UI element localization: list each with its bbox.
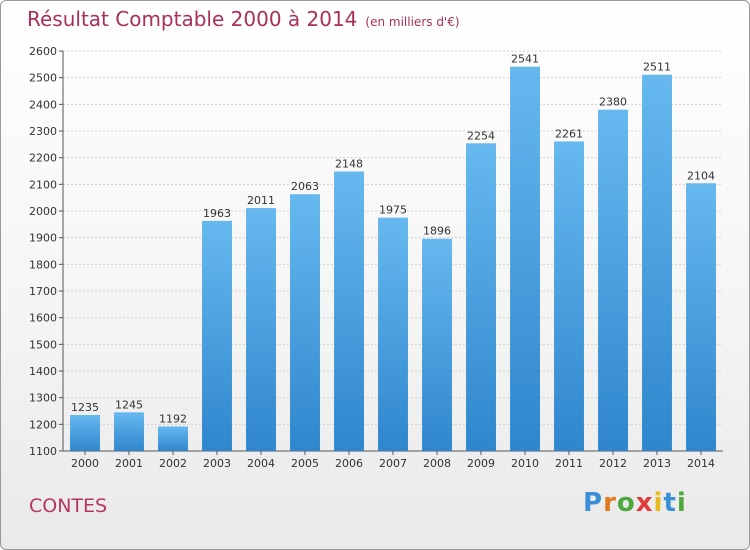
chart-subtitle: (en milliers d'€)	[365, 15, 460, 29]
bar	[334, 171, 364, 452]
value-label: 2063	[291, 180, 319, 193]
value-label: 1192	[159, 412, 187, 425]
value-label: 2261	[555, 127, 583, 140]
bar	[158, 426, 188, 451]
logo-letter: x	[635, 488, 654, 518]
y-tick-label: 2600	[29, 45, 57, 58]
logo-letter: P	[583, 488, 604, 518]
bars	[70, 66, 716, 452]
bar	[246, 208, 276, 451]
value-label: 2011	[247, 194, 275, 207]
x-tick-label: 2006	[335, 457, 363, 470]
logo-letter: t	[663, 488, 677, 518]
y-tick-label: 1100	[29, 445, 57, 458]
y-tick-label: 2100	[29, 178, 57, 191]
x-tick-label: 2012	[599, 457, 627, 470]
bar	[554, 141, 584, 451]
x-tick-label: 2002	[159, 457, 187, 470]
logo-letter: i	[653, 488, 664, 518]
grid-lines	[63, 50, 723, 452]
x-tick-label: 2000	[71, 457, 99, 470]
x-tick-label: 2010	[511, 457, 539, 470]
logo-letter: o	[616, 488, 636, 518]
y-tick-label: 1600	[29, 312, 57, 325]
value-label: 1245	[115, 398, 143, 411]
chart-title: Résultat Comptable 2000 à 2014 (en millie…	[27, 7, 460, 31]
bar	[510, 66, 540, 451]
bar	[422, 238, 452, 451]
bar	[598, 109, 628, 452]
y-tick-label: 1500	[29, 338, 57, 351]
x-tick-label: 2014	[687, 457, 715, 470]
value-label: 1235	[71, 401, 99, 414]
bar	[202, 220, 232, 451]
x-tick-label: 2008	[423, 457, 451, 470]
x-tick-label: 2001	[115, 457, 143, 470]
x-tick-label: 2011	[555, 457, 583, 470]
x-tick-label: 2004	[247, 457, 275, 470]
x-tick-label: 2005	[291, 457, 319, 470]
y-tick-label: 2000	[29, 205, 57, 218]
x-tick-label: 2003	[203, 457, 231, 470]
y-tick-label: 1400	[29, 365, 57, 378]
proxiti-logo: Proxiti	[583, 488, 687, 518]
y-tick-label: 2400	[29, 98, 57, 111]
x-tick-label: 2013	[643, 457, 671, 470]
value-label: 2541	[511, 53, 539, 66]
value-label: 2104	[687, 169, 715, 182]
value-label: 2380	[599, 96, 627, 109]
bar	[378, 217, 408, 451]
y-tick-label: 1700	[29, 285, 57, 298]
logo-letter: i	[676, 488, 687, 518]
labels: 1100 1200 1300 1400 1500 1600 1700 1800 1900 2000…	[29, 45, 715, 470]
value-label: 1963	[203, 207, 231, 220]
value-label: 2148	[335, 158, 363, 171]
place-name: CONTES	[29, 495, 108, 517]
y-tick-label: 2300	[29, 125, 57, 138]
bar	[70, 415, 100, 451]
bar	[466, 143, 496, 451]
x-tick-label: 2007	[379, 457, 407, 470]
bar	[290, 194, 320, 451]
y-tick-label: 1800	[29, 258, 57, 271]
value-label: 2511	[643, 61, 671, 74]
bar	[642, 74, 672, 451]
bar	[686, 183, 716, 451]
bar	[114, 412, 144, 451]
value-label: 1896	[423, 225, 451, 238]
y-tick-label: 1300	[29, 392, 57, 405]
title-text: Résultat Comptable 2000 à 2014	[27, 7, 358, 31]
y-tick-label: 2500	[29, 72, 57, 85]
logo-letter: r	[603, 488, 617, 518]
y-tick-label: 1900	[29, 232, 57, 245]
y-tick-label: 1200	[29, 418, 57, 431]
value-label: 2254	[467, 129, 495, 142]
x-tick-label: 2009	[467, 457, 495, 470]
y-tick-label: 2200	[29, 152, 57, 165]
value-label: 1975	[379, 204, 407, 217]
